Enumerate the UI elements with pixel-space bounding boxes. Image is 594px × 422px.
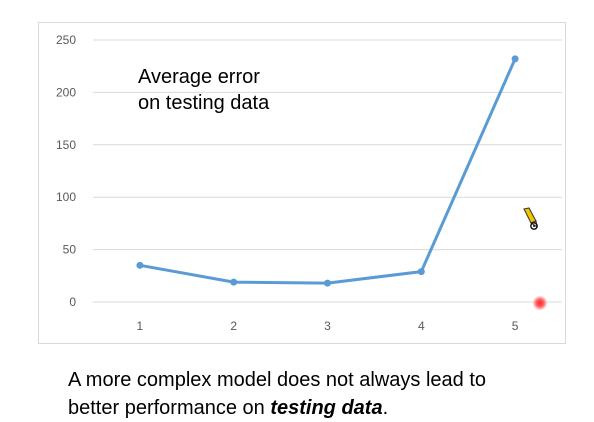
x-axis-tick-labels: 1 2 3 4 5 [137,319,519,333]
caption-line-2-prefix: better performance on [68,397,271,419]
slide-caption: A more complex model does not always lea… [68,366,486,422]
caption-line-1: A more complex model does not always lea… [68,369,486,391]
y-tick-label-0: 0 [69,295,76,309]
series-layer [136,55,519,287]
x-tick-label-4: 4 [418,319,425,333]
laser-pointer-icon [533,296,547,310]
grid-lines [93,39,562,303]
x-tick-label-5: 5 [512,319,519,333]
chart-annotation: Average error on testing data [138,64,269,116]
x-tick-label-3: 3 [324,319,331,333]
data-point-4 [417,268,425,276]
annotation-line-2: on testing data [138,92,270,114]
y-tick-label-100: 100 [56,190,76,204]
data-point-5 [511,55,519,63]
x-tick-label-1: 1 [137,319,144,333]
y-axis-tick-labels: 0 50 100 150 200 250 [56,33,76,309]
line-chart: 0 50 100 150 200 250 1 2 3 4 5 [56,33,562,333]
y-tick-label-50: 50 [63,243,77,257]
caption-line-2: better performance on testing data. [68,394,486,422]
annotation-line-1: Average error [138,66,260,88]
x-tick-label-2: 2 [230,319,237,333]
caption-emphasis: testing data [270,397,383,419]
data-point-3 [324,279,331,287]
y-tick-label-250: 250 [56,33,76,47]
chart-frame [38,22,566,344]
y-tick-label-200: 200 [56,85,76,99]
y-tick-label-150: 150 [56,138,76,152]
pencil-icon [523,207,538,230]
caption-suffix: . [382,397,389,419]
data-point-2 [230,278,238,286]
data-point-1 [136,261,144,269]
